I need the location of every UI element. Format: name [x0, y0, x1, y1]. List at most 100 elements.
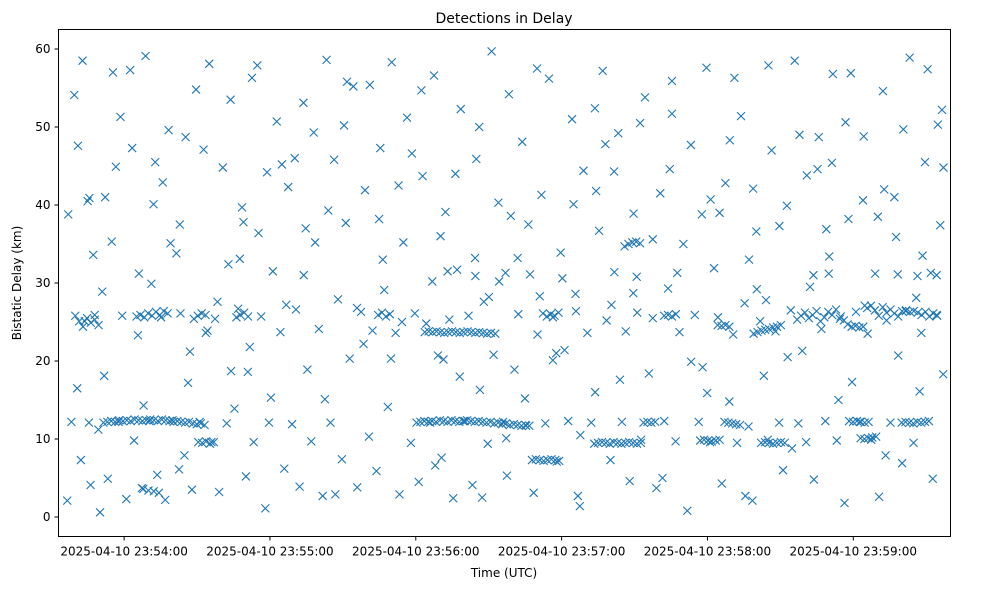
data-point-marker: [299, 98, 308, 108]
data-point-marker: [841, 117, 850, 127]
x-tick-label: 2025-04-10 23:55:00: [206, 545, 333, 559]
data-point-marker: [464, 311, 473, 321]
data-point-marker: [686, 140, 696, 150]
data-point-marker: [659, 416, 669, 426]
data-point-marker: [474, 122, 484, 132]
data-point-marker: [436, 231, 445, 241]
data-point-marker: [510, 365, 519, 374]
data-point-marker: [94, 320, 103, 330]
data-point-marker: [548, 355, 558, 365]
data-point-marker: [893, 270, 903, 279]
data-point-marker: [764, 60, 773, 70]
data-point-marker: [889, 192, 899, 202]
data-point-marker: [414, 477, 424, 487]
data-point-marker: [640, 92, 650, 102]
data-point-marker: [862, 303, 872, 313]
data-point-marker: [909, 438, 918, 448]
data-point-marker: [171, 248, 181, 258]
data-point-marker: [247, 73, 257, 83]
data-point-marker: [452, 265, 462, 275]
data-point-marker: [160, 495, 170, 505]
data-point-marker: [814, 132, 824, 142]
data-point-marker: [878, 86, 888, 96]
data-point-marker: [774, 418, 784, 428]
data-point-marker: [108, 68, 118, 77]
data-point-marker: [149, 199, 158, 209]
data-point-marker: [201, 310, 210, 320]
data-point-marker: [318, 491, 328, 501]
data-point-marker: [277, 160, 287, 169]
data-point-marker: [821, 224, 831, 234]
data-point-marker: [394, 181, 403, 190]
data-point-marker: [686, 357, 696, 367]
data-point-marker: [834, 395, 843, 405]
data-point-marker: [761, 295, 771, 305]
data-point-marker: [702, 63, 711, 73]
data-point-marker: [187, 485, 197, 495]
x-axis-ticks: 2025-04-10 23:54:00 2025-04-10 23:55:00 20…: [60, 536, 917, 559]
data-point-marker: [697, 209, 707, 219]
data-point-marker: [444, 315, 454, 325]
data-point-marker: [84, 418, 94, 428]
data-point-marker: [706, 195, 715, 204]
data-point-marker: [744, 422, 753, 431]
data-point-marker: [831, 305, 841, 314]
data-point-marker: [878, 302, 888, 312]
data-point-marker: [70, 311, 80, 321]
data-point-marker: [402, 113, 412, 123]
data-point-marker: [260, 504, 270, 513]
data-point-marker: [819, 312, 829, 322]
x-tick-label: 2025-04-10 23:59:00: [790, 545, 917, 559]
data-point-marker: [76, 455, 86, 465]
data-point-marker: [397, 317, 407, 327]
data-point-marker: [620, 241, 629, 251]
data-point-marker: [609, 267, 619, 277]
data-point-marker: [717, 479, 727, 488]
data-point-marker: [921, 307, 930, 317]
data-point-marker: [138, 484, 148, 494]
data-point-marker: [320, 394, 330, 404]
data-point-marker: [795, 130, 804, 140]
data-point-marker: [607, 300, 616, 310]
data-point-marker: [870, 305, 880, 315]
data-point-marker: [787, 443, 797, 453]
data-point-marker: [164, 125, 173, 135]
data-point-marker: [776, 320, 786, 330]
data-point-marker: [243, 367, 253, 377]
data-point-marker: [83, 196, 93, 206]
data-point-marker: [932, 270, 942, 280]
data-point-marker: [613, 128, 623, 138]
data-point-marker: [125, 65, 135, 75]
data-point-marker: [272, 117, 282, 126]
data-point-marker: [609, 167, 619, 176]
data-point-marker: [63, 209, 73, 219]
data-point-marker: [529, 488, 539, 498]
data-point-marker: [663, 284, 673, 293]
data-point-marker: [209, 437, 219, 447]
data-point-marker: [456, 104, 466, 114]
data-point-marker: [918, 251, 927, 261]
data-point-marker: [540, 419, 550, 428]
plot-area-frame: [58, 29, 951, 537]
y-tick-label: 20: [35, 354, 50, 368]
data-point-marker: [339, 121, 349, 130]
data-point-marker: [571, 289, 580, 299]
data-point-marker: [90, 315, 100, 325]
data-point-marker: [249, 437, 259, 447]
x-tick-label: 2025-04-10 23:58:00: [644, 545, 771, 559]
y-axis-ticks: 0 10 20 30 40 50 60: [35, 42, 59, 524]
data-point-marker: [154, 488, 164, 498]
data-point-marker: [193, 311, 203, 321]
data-point-marker: [233, 304, 243, 314]
data-point-marker: [345, 354, 355, 364]
data-point-marker: [920, 157, 930, 167]
data-point-marker: [226, 366, 236, 376]
data-point-marker: [107, 237, 117, 247]
data-point-marker: [364, 432, 374, 442]
data-point-marker: [782, 201, 792, 211]
data-point-marker: [864, 417, 873, 427]
data-point-marker: [632, 272, 642, 282]
data-point-marker: [477, 493, 487, 502]
data-point-marker: [330, 489, 340, 499]
data-point-marker: [748, 496, 757, 506]
